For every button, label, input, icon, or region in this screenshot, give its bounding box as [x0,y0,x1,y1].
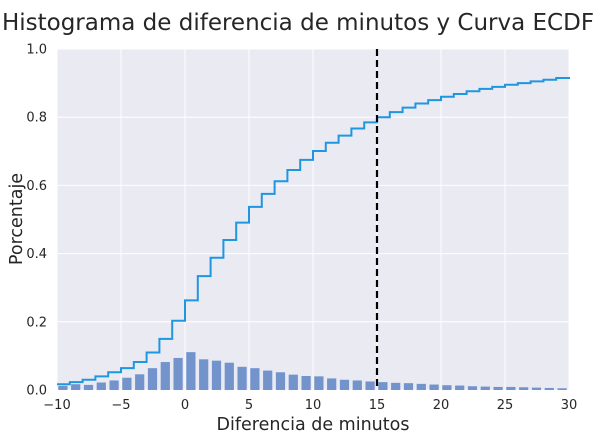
histogram-bar [403,383,414,390]
histogram-bar [314,376,324,390]
histogram-bars [58,352,567,390]
y-tick-labels: 0.0 0.2 0.4 0.6 0.8 1.0 [26,43,47,399]
y-tick-label: 0.4 [26,247,47,262]
histogram-bar [480,386,490,390]
histogram-bar [173,357,183,390]
histogram-bar [557,388,567,390]
y-tick-label: 0.8 [26,111,47,126]
ecdf-curve [57,76,570,386]
histogram-bar [288,374,298,390]
x-tick-label: 0 [181,398,189,413]
histogram-bar [455,385,465,390]
x-tick-labels: −10 −5 0 5 10 15 20 25 30 [43,398,577,413]
histogram-bar [237,366,247,390]
histogram-bar [378,382,388,390]
x-tick-label: 25 [497,398,514,413]
x-tick-label: 15 [369,398,386,413]
x-tick-label: 10 [305,398,322,413]
histogram-bar [467,386,478,390]
histogram-bar [352,380,362,390]
histogram-bar [531,387,542,390]
x-axis-title: Diferencia de minutos [217,415,410,435]
y-tick-label: 0.2 [26,315,47,330]
y-tick-label: 1.0 [26,43,47,58]
histogram-bar [263,370,273,390]
y-tick-label: 0.0 [26,384,47,399]
histogram-bar [506,386,516,390]
histogram-bar [442,385,452,390]
histogram-bar [519,387,529,390]
histogram-bar [199,359,209,390]
ecdf-curve-group [57,76,570,386]
histogram-bar [160,362,170,390]
histogram-bar [416,383,426,390]
chart-title: Histograma de diferencia de minutos y Cu… [2,10,594,36]
histogram-bar [58,385,68,390]
histogram-bar [301,376,311,390]
y-axis-title: Porcentaje [7,173,27,265]
histogram-bar [109,380,119,390]
histogram-bar [186,352,196,390]
histogram-bar [339,379,350,390]
histogram-bar [147,368,158,390]
histogram-bar [391,382,401,390]
histogram-bar [122,377,132,390]
histogram-bar [71,384,81,390]
histogram-bar [224,362,234,390]
histogram-bar [365,381,375,390]
x-tick-label: 20 [433,398,450,413]
histogram-bar [544,387,554,390]
x-tick-label: 30 [561,398,578,413]
histogram-bar [135,374,145,390]
x-tick-label: −5 [111,398,130,413]
x-tick-label: −10 [43,398,70,413]
x-tick-label: 5 [245,398,253,413]
histogram-bar [96,382,106,390]
histogram-bar [275,372,286,390]
histogram-bar [493,386,503,390]
y-tick-label: 0.6 [26,179,47,194]
histogram-bar [211,360,222,390]
histogram-bar [250,368,260,390]
histogram-bar [327,378,337,390]
histogram-bar [83,384,94,390]
histogram-bar [429,384,439,390]
